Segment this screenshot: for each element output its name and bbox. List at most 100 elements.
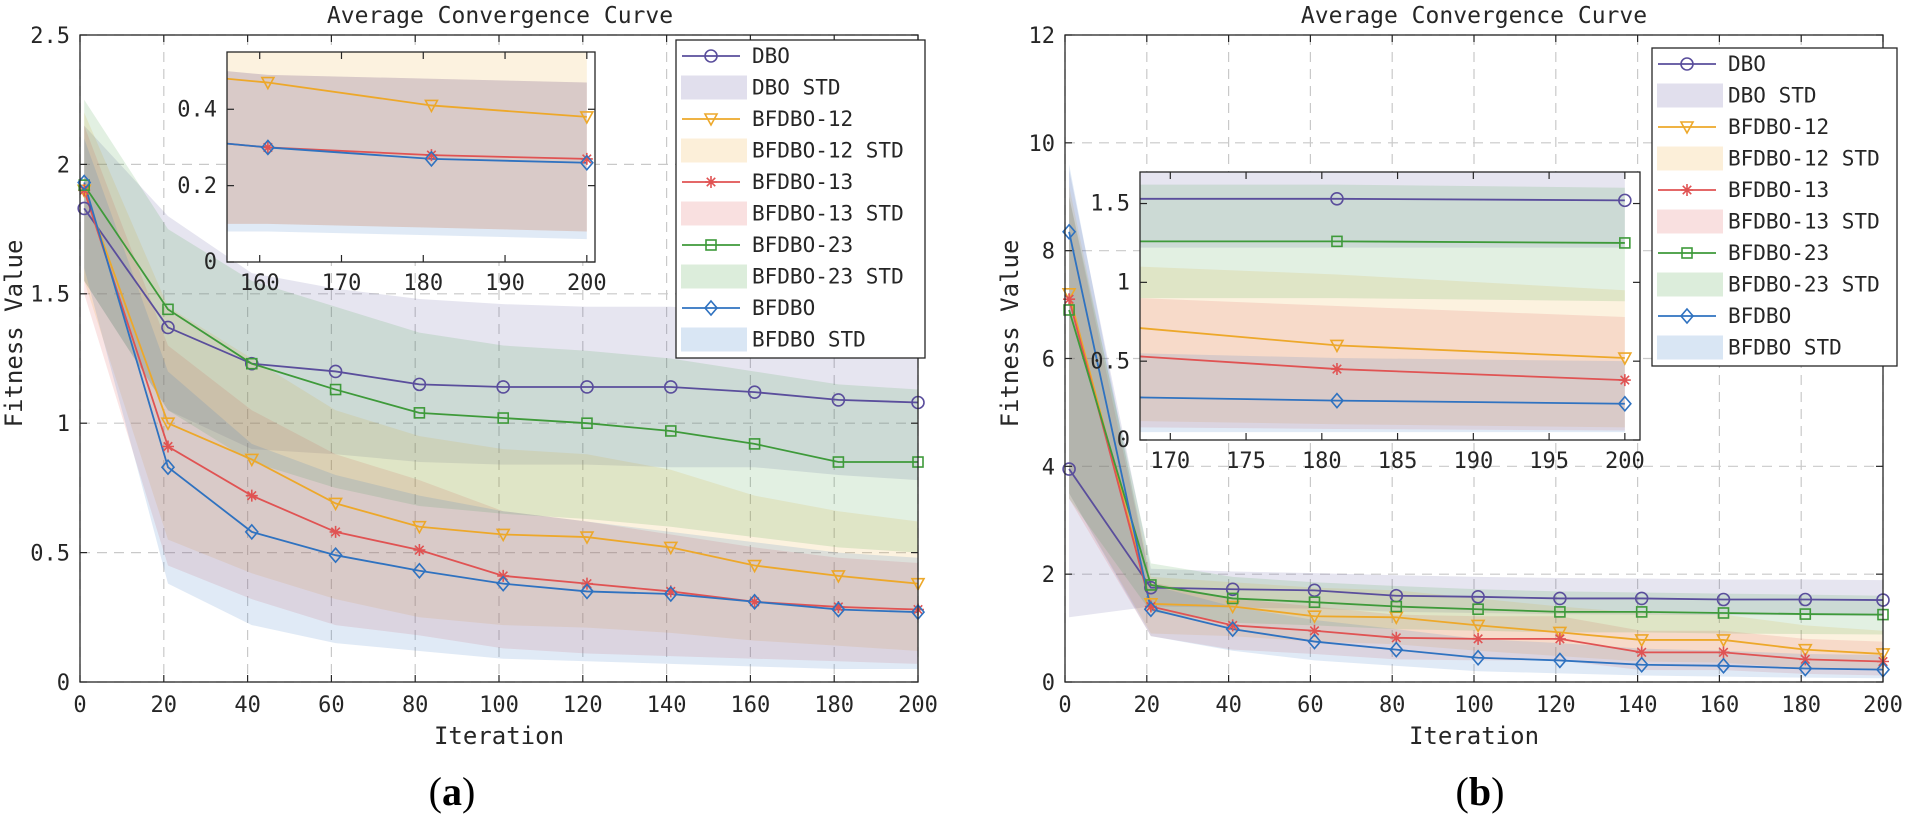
chart-a-marker-bfdbo-23-6 [581,417,593,430]
chart-b-inset-marker-bfdbo-1 [1329,392,1345,409]
chart-a-xtick-label-160: 160 [731,693,771,718]
chart-a-marker-bfdbo-3 [328,546,343,564]
chart-b-marker-bfdbo-23-0 [1063,304,1075,316]
chart-b-marker-bfdbo-3 [1307,633,1322,650]
chart-a-title: Average Convergence Curve [327,3,673,29]
chart-b-inset-band-bfdbo-23 [1140,184,1625,302]
chart-b-legend-marker-dbo [1680,57,1694,71]
chart-b-marker-bfdbo-23-2 [1226,592,1239,605]
chart-b-legend-swatch-bfdbo-12-std [1657,146,1723,171]
chart-b-ytick-label-0: 0 [1042,671,1055,696]
chart-a-marker-bfdbo-13-2 [245,489,258,502]
chart-a-legend-swatch-bfdbo-13-std [681,201,747,226]
chart-b-legend-swatch-bfdbo-23-std [1657,272,1723,297]
chart-b-inset-marker-bfdbo-2 [1617,395,1632,412]
chart-b-xtick-label-60: 60 [1297,693,1324,718]
chart-b-line-bfdbo-23 [1068,309,1883,616]
chart-b-legend-label-bfdbo-23-std: BFDBO-23 STD [1728,273,1880,297]
chart-a-inset-xtick-label-170: 170 [322,271,362,296]
chart-b-marker-bfdbo-13-4 [1390,631,1403,644]
chart-b-marker-bfdbo-23-6 [1554,606,1566,618]
chart-b-inset-plot-bg [1140,172,1640,440]
chart-a-inset-lines [227,77,587,164]
chart-a-marker-bfdbo-23-2 [245,357,258,370]
chart-a-inset-line-bfdbo [227,142,587,164]
chart-b-inset-marker-bfdbo-12-2 [1617,352,1633,366]
chart-a-legend: DBO DBO STD BFDBO-12 BFDBO-12 STD BFDBO-13 BF… [675,39,926,359]
chart-b-marker-bfdbo-1 [1143,600,1158,618]
chart-a-xtick-label-180: 180 [814,693,854,718]
chart-a-xtick-label-100: 100 [479,693,519,718]
chart-b-marker-bfdbo-13-9 [1799,653,1812,666]
chart-a-marker-bfdbo-13-7 [664,585,677,598]
chart-b-inset-xtick-label-180: 180 [1302,449,1342,474]
chart-b-marker-dbo-9 [1798,592,1813,607]
chart-b-line-bfdbo-12 [1068,293,1883,655]
chart-b-marker-bfdbo-23-1 [1145,579,1157,591]
chart-b-inset-marker-dbo-1 [1330,192,1344,206]
chart-a-xtick-label-200: 200 [898,693,938,718]
chart-a-inset-xtick-label-180: 180 [403,271,443,296]
chart-b-marker-bfdbo-12-9 [1797,643,1813,658]
chart-a-legend-label-dbo: DBO [752,44,790,68]
chart-b-inset-marker-dbo-2 [1618,193,1632,208]
chart-a-inset-marker-bfdbo-12-2 [424,99,439,114]
chart-b-marker-bfdbo-13-7 [1635,646,1648,659]
chart-a-band-bfdbo-12 [84,112,918,651]
chart-a-marker-bfdbo-13-8 [748,595,761,608]
chart-b-marker-bfdbo-13-1 [1144,600,1157,613]
chart-a-xtick-label-0: 0 [73,693,86,718]
chart-b-legend-swatch-bfdbo-13-std [1657,209,1723,234]
chart-b-xtick-label-140: 140 [1618,693,1658,718]
chart-b-marker-dbo-7 [1634,591,1649,606]
chart-a-legend-label-dbo-std: DBO STD [752,76,841,100]
chart-a-marker-bfdbo-12-2 [244,453,260,468]
chart-a-marker-bfdbo-12-8 [747,559,762,574]
chart-a-ytick-label-1: 1 [57,412,70,437]
chart-a-marker-bfdbo-2 [244,523,259,541]
chart-a-inset-marker-bfdbo-13-3 [580,152,593,165]
chart-b-marker-bfdbo-13-3 [1308,624,1321,637]
chart-a-ytick-label-0: 0 [57,671,70,696]
chart-a-line-dbo [83,207,918,404]
chart-b-inset-line-bfdbo-23 [1140,240,1625,244]
chart-b-inset-lines [1140,197,1625,405]
chart-a-legend-swatch-bfdbo-12-std [681,138,747,163]
chart-b-marker-bfdbo-5 [1471,649,1486,666]
chart-b-legend-label-bfdbo-12: BFDBO-12 [1728,115,1829,139]
chart-a-inset-marker-bfdbo-12-3 [579,111,595,125]
chart-b-inset-bands [1140,172,1625,433]
chart-a-marker-bfdbo-23-9 [832,456,845,468]
chart-a-marker-bfdbo-12-4 [412,520,427,535]
chart-b-marker-bfdbo-23-8 [1717,607,1730,619]
chart-a-marker-bfdbo-12-5 [495,528,511,543]
chart-b-marker-bfdbo-23-9 [1799,608,1812,620]
chart-b-inset-frame [1139,171,1641,441]
panel-label-a: (a) [429,769,476,814]
panel-label-b: (b) [1456,769,1505,814]
chart-b-ytick-label-8: 8 [1042,240,1055,265]
chart-a-marker-bfdbo-12-6 [579,531,595,545]
chart-a-legend-swatch-bfdbo-23-std [681,264,747,289]
chart-b-inset-marker-bfdbo-13-2 [1618,374,1631,387]
chart-b-xtick-label-180: 180 [1781,693,1821,718]
chart-a-xtick-label-60: 60 [318,693,345,718]
chart-a-marker-bfdbo-23-8 [748,438,761,450]
chart-b-xtick-label-120: 120 [1536,693,1576,718]
chart-b-marker-bfdbo-12-3 [1307,610,1322,624]
chart-b-xtick-label-20: 20 [1134,693,1161,718]
chart-b-marker-bfdbo-8 [1716,657,1731,675]
chart-b-inset-xtick-label-185: 185 [1378,449,1418,474]
chart-a-inset-marker-bfdbo-12-1 [260,76,276,91]
chart-a-marker-bfdbo-12-3 [328,497,343,512]
chart-a-band-bfdbo-23 [84,99,918,553]
chart-b-marker-bfdbo-4 [1389,641,1404,658]
chart-a-marker-bfdbo-7 [663,585,678,603]
chart-a-xtick-label-140: 140 [647,693,687,718]
chart-a-inset-marker-bfdbo-13-1 [261,141,274,154]
chart-b-xtick-label-40: 40 [1215,693,1242,718]
chart-b-legend-marker-bfdbo [1679,307,1695,325]
chart-b-legend-box [1651,47,1898,367]
chart-a-band-bfdbo [84,138,918,670]
